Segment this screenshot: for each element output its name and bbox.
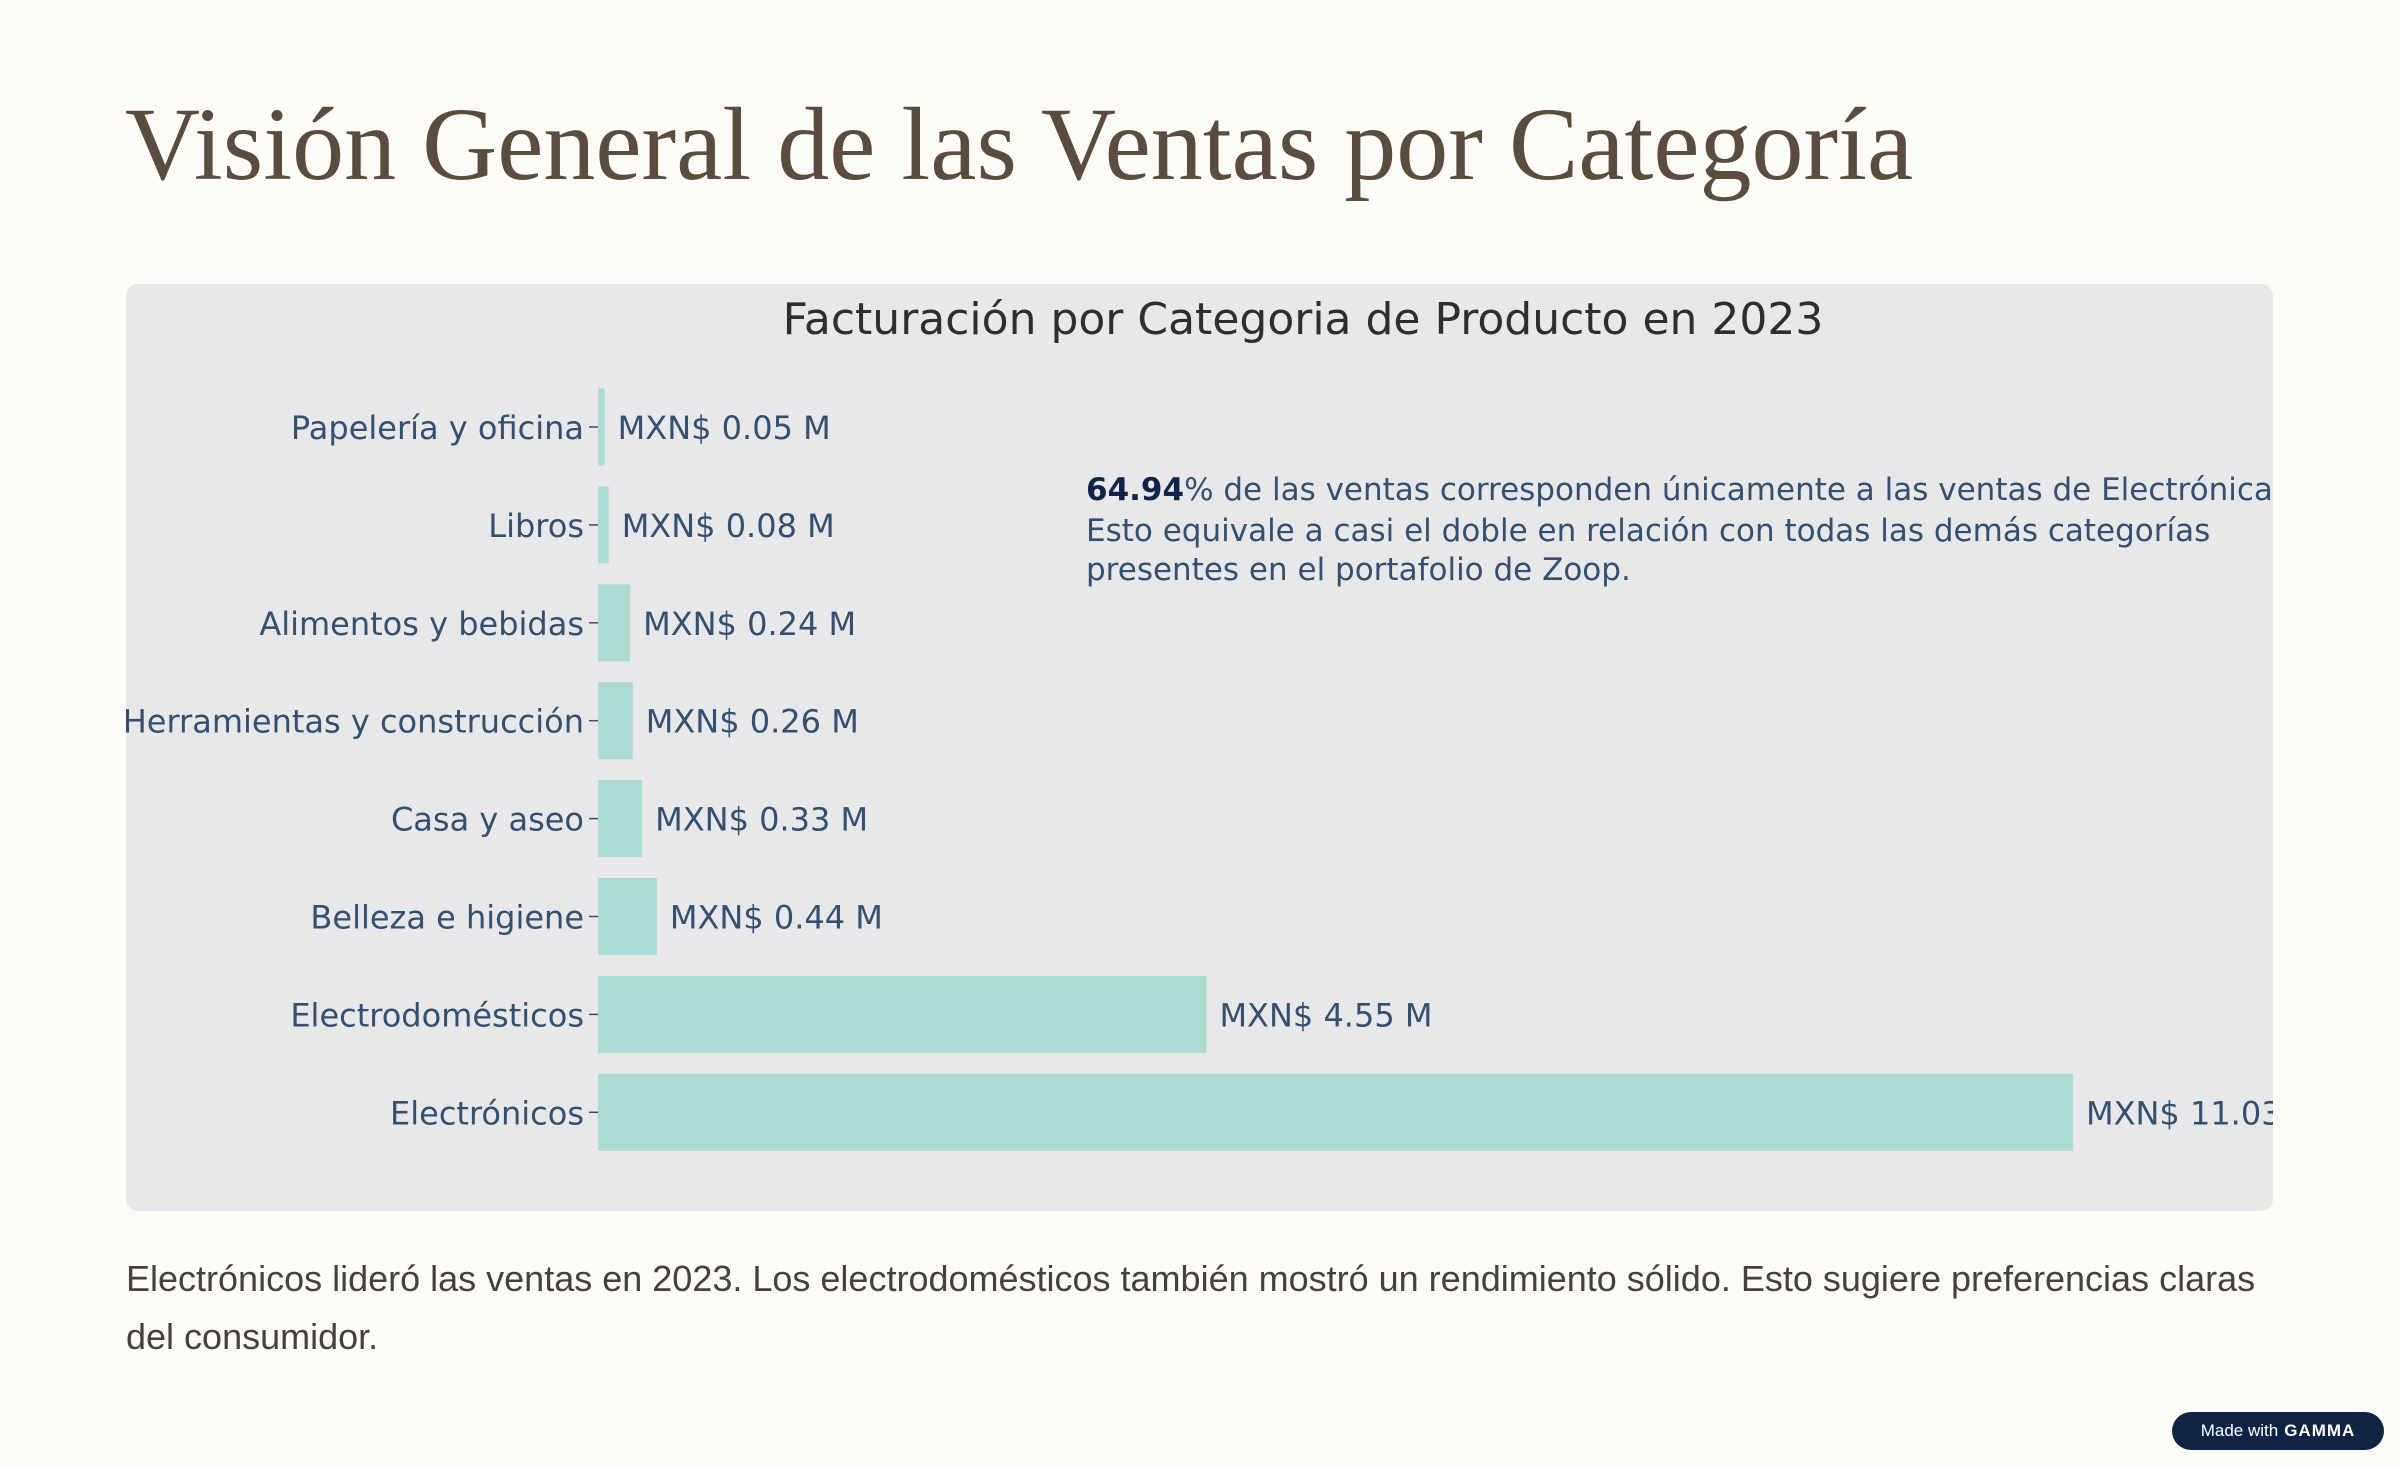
bars-layer: Papelería y oficina MXN$ 0.05 M Libros MXN$… bbox=[126, 388, 2273, 1151]
category-label: Casa y aseo bbox=[391, 801, 584, 839]
annotation-line3: presentes en el portafolio de Zoop. bbox=[1086, 552, 1631, 588]
bar bbox=[598, 878, 657, 955]
bar bbox=[598, 780, 643, 858]
data-label: MXN$ 0.44 M bbox=[670, 899, 883, 937]
category-label: Alimentos y bebidas bbox=[259, 605, 584, 643]
category-label: Belleza e higiene bbox=[310, 899, 584, 937]
badge-made-with: Made with bbox=[2200, 1421, 2279, 1440]
annotation-highlight: 64.94 bbox=[1086, 472, 1184, 508]
category-label: Electrodomésticos bbox=[290, 996, 584, 1034]
bar-chart: Facturación por Categoria de Producto en… bbox=[126, 294, 2273, 1151]
data-label: MXN$ 0.08 M bbox=[622, 507, 835, 545]
made-with-gamma-badge[interactable]: Made with GAMMA bbox=[2172, 1412, 2384, 1450]
data-label: MXN$ 0.05 M bbox=[618, 409, 831, 447]
chart-title: Facturación por Categoria de Producto en… bbox=[783, 294, 1824, 345]
data-label: MXN$ 0.33 M bbox=[655, 801, 868, 839]
bar bbox=[598, 584, 631, 662]
slide-title: Visión General de las Ventas por Categor… bbox=[125, 87, 1914, 202]
bar bbox=[598, 682, 633, 760]
badge-brand-logo: GAMMA bbox=[2284, 1421, 2356, 1440]
chart-card: Facturación por Categoria de Producto en… bbox=[126, 284, 2273, 1211]
bar bbox=[598, 388, 605, 466]
annotation-line1: % de las ventas corresponden únicamente … bbox=[1184, 472, 2273, 508]
data-label: MXN$ 4.55 M bbox=[1219, 996, 1432, 1034]
category-label: Libros bbox=[488, 507, 584, 545]
category-label: Papelería y oficina bbox=[291, 409, 584, 447]
annotation-line2: Esto equivale a casi el doble en relació… bbox=[1086, 513, 2210, 549]
data-label: MXN$ 0.24 M bbox=[643, 605, 856, 643]
bar bbox=[598, 1073, 2073, 1151]
category-label: Electrónicos bbox=[390, 1094, 584, 1132]
bar bbox=[598, 486, 609, 564]
category-label: Herramientas y construcción bbox=[126, 703, 584, 741]
chart-annotation: 64.94% de las ventas corresponden únicam… bbox=[1086, 472, 2273, 588]
data-label: MXN$ 0.26 M bbox=[646, 703, 859, 741]
slide-caption: Electrónicos lideró las ventas en 2023. … bbox=[126, 1258, 2256, 1357]
data-label: MXN$ 11.03 M bbox=[2086, 1094, 2273, 1132]
bar bbox=[598, 975, 1207, 1053]
